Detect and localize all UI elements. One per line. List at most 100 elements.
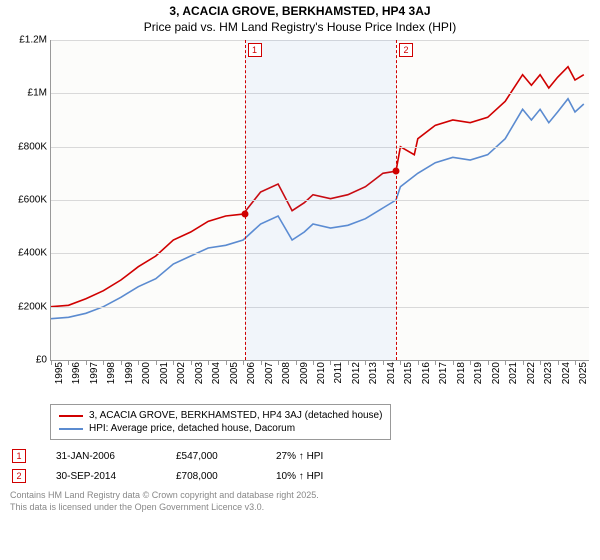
x-axis-label: 2001 <box>159 362 170 384</box>
x-axis-label: 2012 <box>351 362 362 384</box>
sales-table: 1 31-JAN-2006 £547,000 27% ↑ HPI 2 30-SEP-201… <box>10 446 590 486</box>
sale-marker-dot <box>241 211 248 218</box>
legend-swatch <box>59 415 83 417</box>
x-tick <box>418 360 419 365</box>
x-tick <box>435 360 436 365</box>
x-axis-label: 2002 <box>176 362 187 384</box>
x-tick <box>103 360 104 365</box>
y-axis-label: £600K <box>18 195 47 206</box>
x-tick <box>261 360 262 365</box>
x-axis-label: 2008 <box>281 362 292 384</box>
x-axis-label: 2021 <box>508 362 519 384</box>
x-tick <box>121 360 122 365</box>
y-axis-label: £200K <box>18 301 47 312</box>
x-tick <box>243 360 244 365</box>
x-tick <box>383 360 384 365</box>
x-axis-label: 2010 <box>316 362 327 384</box>
sale-diff: 27% ↑ HPI <box>276 451 356 462</box>
x-axis-label: 2004 <box>211 362 222 384</box>
sale-marker-label: 1 <box>248 43 262 57</box>
x-tick <box>348 360 349 365</box>
x-tick <box>191 360 192 365</box>
shaded-region <box>245 40 396 360</box>
sale-diff: 10% ↑ HPI <box>276 471 356 482</box>
x-tick <box>330 360 331 365</box>
x-axis-label: 2020 <box>491 362 502 384</box>
x-axis-label: 2025 <box>578 362 589 384</box>
y-axis-label: £1.2M <box>19 35 47 46</box>
legend-item: 3, ACACIA GROVE, BERKHAMSTED, HP4 3AJ (d… <box>59 409 382 422</box>
x-tick <box>313 360 314 365</box>
x-axis-label: 2011 <box>333 362 344 384</box>
x-axis-label: 1995 <box>54 362 65 384</box>
sale-index-box: 2 <box>12 469 26 483</box>
plot-region: £0£200K£400K£600K£800K£1M£1.2M1995199619… <box>50 40 589 361</box>
x-tick <box>226 360 227 365</box>
x-axis-label: 2006 <box>246 362 257 384</box>
x-tick <box>138 360 139 365</box>
x-tick <box>173 360 174 365</box>
x-tick <box>540 360 541 365</box>
x-axis-label: 2000 <box>141 362 152 384</box>
x-tick <box>575 360 576 365</box>
sale-price: £547,000 <box>176 451 246 462</box>
chart-subtitle: Price paid vs. HM Land Registry's House … <box>0 18 600 40</box>
x-axis-label: 1997 <box>89 362 100 384</box>
sale-marker-dot <box>392 168 399 175</box>
legend-item: HPI: Average price, detached house, Daco… <box>59 422 382 435</box>
x-tick <box>400 360 401 365</box>
x-tick <box>470 360 471 365</box>
legend-label: 3, ACACIA GROVE, BERKHAMSTED, HP4 3AJ (d… <box>89 410 382 421</box>
y-axis-label: £800K <box>18 141 47 152</box>
chart-title: 3, ACACIA GROVE, BERKHAMSTED, HP4 3AJ <box>0 0 600 18</box>
x-axis-label: 2013 <box>368 362 379 384</box>
x-tick <box>488 360 489 365</box>
x-tick <box>51 360 52 365</box>
sale-row: 1 31-JAN-2006 £547,000 27% ↑ HPI <box>10 446 590 466</box>
chart-legend: 3, ACACIA GROVE, BERKHAMSTED, HP4 3AJ (d… <box>50 404 391 440</box>
sale-vline <box>245 40 246 360</box>
sale-row: 2 30-SEP-2014 £708,000 10% ↑ HPI <box>10 466 590 486</box>
x-axis-label: 2024 <box>561 362 572 384</box>
x-axis-label: 2005 <box>229 362 240 384</box>
x-axis-label: 2015 <box>403 362 414 384</box>
x-tick <box>86 360 87 365</box>
x-axis-label: 1998 <box>106 362 117 384</box>
footer-attribution: Contains HM Land Registry data © Crown c… <box>10 490 590 513</box>
x-tick <box>156 360 157 365</box>
x-tick <box>453 360 454 365</box>
legend-label: HPI: Average price, detached house, Daco… <box>89 423 295 434</box>
x-axis-label: 2017 <box>438 362 449 384</box>
sale-date: 30-SEP-2014 <box>56 471 146 482</box>
sale-vline <box>396 40 397 360</box>
x-axis-label: 2016 <box>421 362 432 384</box>
x-axis-label: 2003 <box>194 362 205 384</box>
x-axis-label: 2007 <box>264 362 275 384</box>
x-axis-label: 2023 <box>543 362 554 384</box>
chart-area: £0£200K£400K£600K£800K£1M£1.2M1995199619… <box>50 40 588 400</box>
sale-marker-label: 2 <box>399 43 413 57</box>
x-axis-label: 2009 <box>299 362 310 384</box>
x-tick <box>208 360 209 365</box>
y-axis-label: £400K <box>18 248 47 259</box>
sale-price: £708,000 <box>176 471 246 482</box>
x-tick <box>365 360 366 365</box>
footer-line-2: This data is licensed under the Open Gov… <box>10 502 590 514</box>
x-tick <box>523 360 524 365</box>
sale-date: 31-JAN-2006 <box>56 451 146 462</box>
x-tick <box>505 360 506 365</box>
legend-swatch <box>59 428 83 430</box>
x-axis-label: 1999 <box>124 362 135 384</box>
x-axis-label: 2019 <box>473 362 484 384</box>
x-axis-label: 2014 <box>386 362 397 384</box>
y-axis-label: £0 <box>36 355 47 366</box>
x-axis-label: 2018 <box>456 362 467 384</box>
x-tick <box>278 360 279 365</box>
y-axis-label: £1M <box>28 88 47 99</box>
x-tick <box>558 360 559 365</box>
x-tick <box>296 360 297 365</box>
x-axis-label: 1996 <box>71 362 82 384</box>
x-axis-label: 2022 <box>526 362 537 384</box>
sale-index-box: 1 <box>12 449 26 463</box>
x-tick <box>68 360 69 365</box>
